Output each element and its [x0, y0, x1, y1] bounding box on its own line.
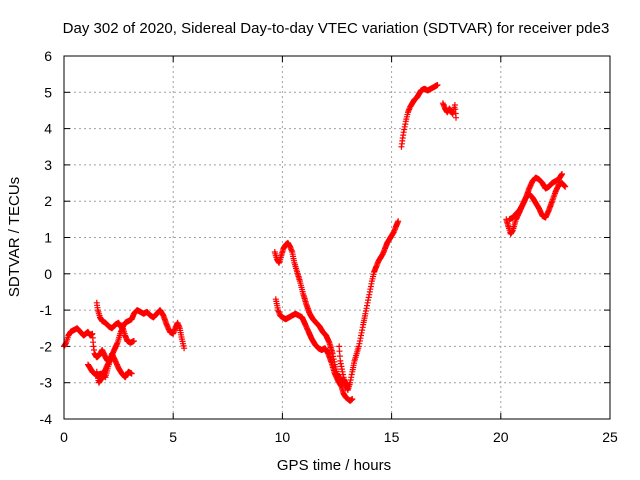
- data-point: [559, 171, 565, 177]
- series-b3: [336, 218, 402, 393]
- data-point: [130, 338, 137, 344]
- x-tick-label: 20: [493, 429, 509, 445]
- data-point: [562, 183, 569, 190]
- y-tick-label: -4: [40, 411, 53, 427]
- series-d2: [506, 180, 569, 223]
- x-tick-label: 5: [169, 429, 177, 445]
- x-axis-title: GPS time / hours: [277, 457, 391, 474]
- y-tick-label: 4: [44, 121, 52, 137]
- data-point: [128, 370, 135, 377]
- chart-title: Day 302 of 2020, Sidereal Day-to-day VTE…: [63, 20, 610, 37]
- x-tick-label: 15: [384, 429, 400, 445]
- data-point: [395, 218, 402, 225]
- y-tick-label: 0: [44, 266, 52, 282]
- y-axis-title: SDTVAR / TECUs: [6, 177, 23, 297]
- data-point: [181, 345, 188, 352]
- series-c1: [398, 82, 441, 150]
- y-tick-label: 3: [44, 157, 52, 173]
- series-b2: [272, 296, 356, 404]
- data-marks: [61, 82, 569, 404]
- x-tick-label: 25: [602, 429, 618, 445]
- y-tick-label: -1: [40, 302, 53, 318]
- y-tick-label: -2: [40, 338, 53, 354]
- y-tick-label: 5: [44, 84, 52, 100]
- grid: [64, 56, 610, 419]
- x-tick-label: 10: [275, 429, 291, 445]
- axes: 0 5 10 15 20 25 -4 -3 -2 -1 0 1 2 3 4 5 6: [40, 48, 618, 445]
- data-point: [453, 114, 459, 121]
- y-tick-label: 2: [44, 193, 52, 209]
- y-tick-label: 6: [44, 48, 52, 64]
- y-tick-label: -3: [40, 375, 53, 391]
- data-point: [434, 82, 441, 88]
- x-tick-label: 0: [60, 429, 68, 445]
- data-point: [349, 396, 356, 402]
- series-a1: [61, 325, 113, 364]
- series-a2: [93, 299, 188, 352]
- series-a4: [85, 350, 135, 381]
- series-c2: [439, 100, 459, 121]
- y-tick-label: 1: [44, 230, 52, 246]
- plot-frame: [63, 55, 611, 420]
